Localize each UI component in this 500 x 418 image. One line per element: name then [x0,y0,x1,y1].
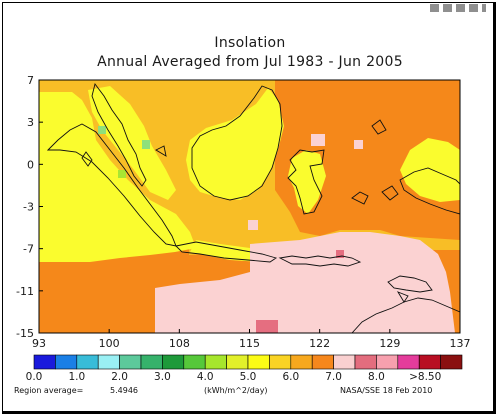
legend-tick-label: 5.0 [240,371,257,383]
legend-swatch [333,354,356,370]
x-tick-label: 108 [169,337,190,350]
legend-tick-label: 0.0 [26,371,43,383]
y-tick-label: 3 [27,116,34,129]
coastline-borneo [191,85,283,201]
legend-swatch [376,354,399,370]
coastline-islet-2 [381,185,399,201]
legend-swatch [418,354,441,370]
region-yellow-northeast [400,138,460,202]
y-axis-ticks: 7 3 0 -3 -7 -11 -15 [16,74,43,340]
region-pink-south [155,232,455,333]
source-credit: NASA/SSE 18 Feb 2010 [340,386,433,395]
coastline-islet-4 [396,291,409,303]
x-tick-label: 129 [379,337,400,350]
region-green-speck-2 [142,140,150,149]
y-tick-label: -11 [16,285,34,298]
insolation-regions [39,80,460,333]
region-yellow-sulawesi [288,150,326,214]
legend-swatch [269,354,292,370]
coastline-islet-6 [81,151,93,167]
coastline-new-guinea [399,167,460,215]
region-pink-spot-2 [311,134,325,146]
coastline-sulawesi [287,149,325,215]
y-tick-label: -15 [16,327,34,340]
legend-swatch [162,354,185,370]
legend-swatch [226,354,249,370]
legend-swatch [76,354,99,370]
region-green-speck-1 [98,126,106,134]
coastline-islet-1 [351,191,369,205]
coastline-australia [351,297,460,333]
figure-frame [2,2,496,414]
legend-swatch [397,354,420,370]
legend-swatch [204,354,227,370]
legend-labels: 0.0 1.0 2.0 3.0 4.0 5.0 6.0 7.0 8.0 >8.50 [26,371,442,383]
region-yellow-northwest [39,92,196,262]
coastline-java [175,241,278,263]
x-tick-label: 122 [309,337,330,350]
legend-tick-label: >8.50 [409,371,441,383]
coastline-islet-5 [155,145,167,157]
legend-swatch [55,354,78,370]
legend-swatch [290,354,313,370]
legend-tick-label: 2.0 [111,371,128,383]
y-tick-label: -7 [23,243,34,256]
region-yellow-sumatra [88,86,176,200]
corner-mark [430,4,486,12]
coastline-timor [387,275,433,293]
legend-unit: (kWh/m^2/day) [204,386,268,395]
x-tick-label: 115 [239,337,260,350]
legend-swatch [183,354,206,370]
coastlines [46,82,460,333]
color-legend [33,354,463,370]
region-pink-spot-3 [248,220,258,230]
region-rose-spot [336,250,344,258]
legend-swatch [311,354,334,370]
coastline-malay-peninsula [91,82,147,187]
x-tick-label: 137 [450,337,471,350]
legend-swatch [247,354,270,370]
coastline-islet-3 [371,119,387,135]
legend-swatch [354,354,377,370]
x-tick-label: 93 [32,337,46,350]
legend-tick-label: 4.0 [197,371,214,383]
legend-tick-label: 1.0 [68,371,85,383]
map-title: Insolation [214,35,286,51]
legend-tick-label: 3.0 [154,371,171,383]
y-tick-label: 7 [27,74,34,87]
x-axis-ticks: 93 100 108 115 122 129 137 [32,329,471,350]
legend-swatch [119,354,142,370]
y-tick-label: -3 [23,201,34,214]
legend-swatch [33,354,56,370]
region-average-label: Region average= [14,386,84,395]
region-pink-spot-1 [354,140,363,149]
y-tick-label: 0 [27,158,34,171]
legend-tick-label: 8.0 [368,371,385,383]
region-lime-speck [118,170,126,178]
legend-tick-label: 7.0 [325,371,342,383]
region-orange-east [275,80,460,240]
legend-swatch [97,354,120,370]
legend-swatch [440,354,463,370]
region-average-value: 5.4946 [110,386,138,395]
map-subtitle: Annual Averaged from Jul 1983 - Jun 2005 [97,54,403,70]
x-tick-label: 100 [99,337,120,350]
coastline-sumatra [46,123,177,247]
legend-swatch [140,354,163,370]
region-yellow-borneo [186,88,284,200]
legend-tick-label: 6.0 [282,371,299,383]
region-rose-block [256,320,278,333]
coastline-lesser-sunda [278,255,362,267]
